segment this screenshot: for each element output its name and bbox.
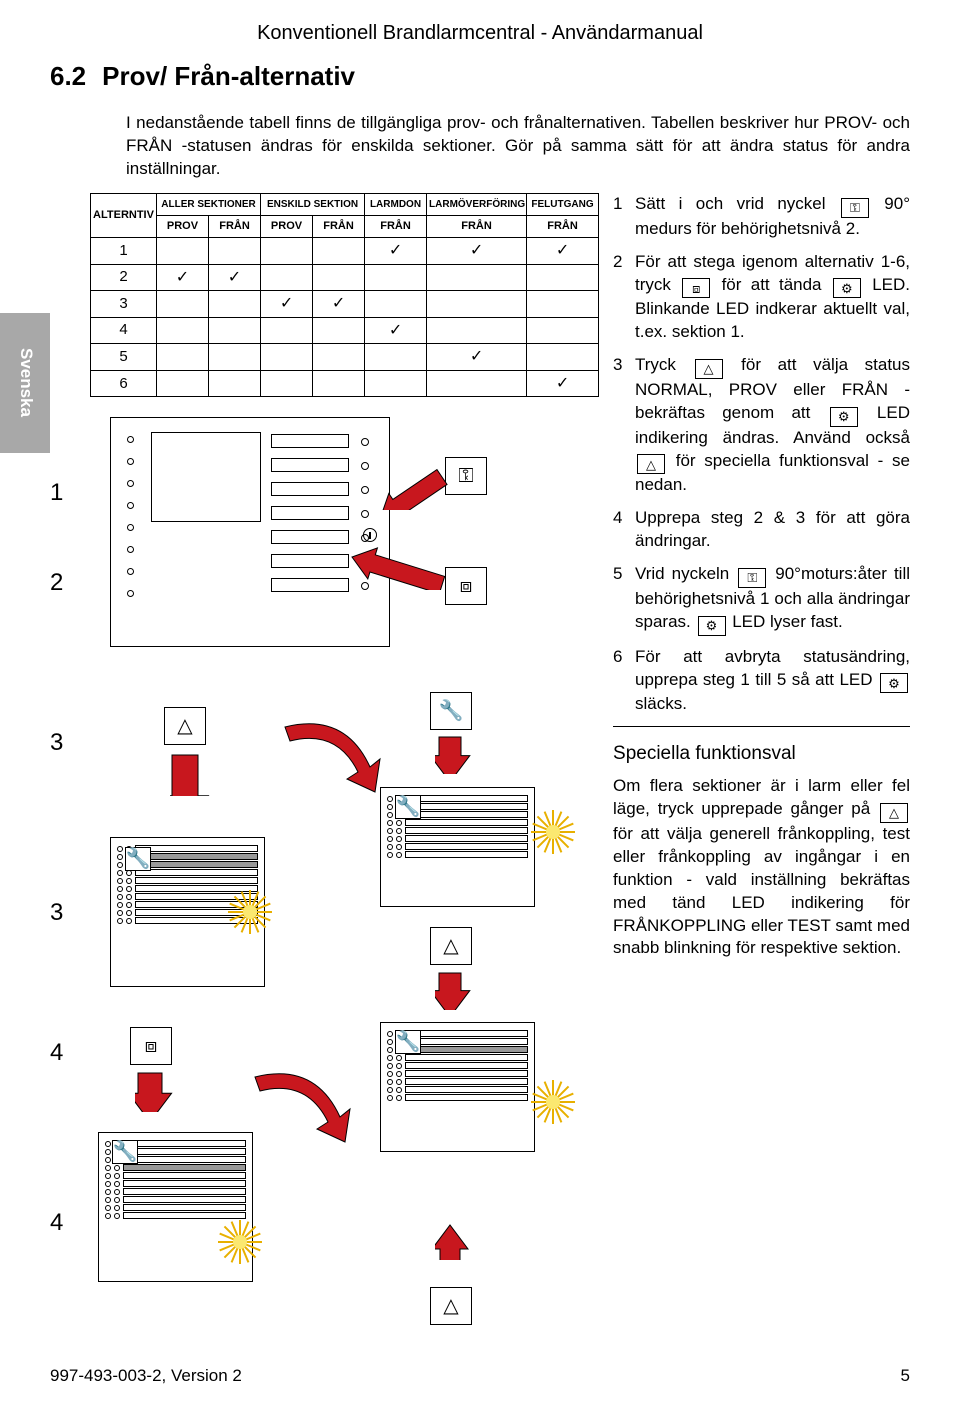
arrow-icon bbox=[435, 722, 510, 774]
step-1: 1Sätt i och vrid nyckel ⚿ 90° medurs för… bbox=[613, 193, 910, 241]
table-group-header: LARMDON bbox=[365, 193, 427, 215]
flash-icon bbox=[528, 807, 578, 857]
gear-icon: ⚙ bbox=[830, 407, 858, 427]
step-5: 5Vrid nyckeln ⚿ 90°moturs:åter till behö… bbox=[613, 563, 910, 636]
table-sub-header: FRÅN bbox=[527, 215, 599, 237]
diagram-step-label: 3 bbox=[50, 727, 63, 759]
arrow-icon bbox=[365, 462, 470, 510]
special-heading: Speciella funktionsval bbox=[613, 741, 910, 767]
arrow-icon bbox=[135, 1058, 214, 1112]
arrow-icon bbox=[435, 1210, 522, 1260]
key-icon: ⚿ bbox=[841, 198, 869, 218]
arrow-icon bbox=[435, 958, 509, 1010]
step-3: 3Tryck △ för att välja status NORMAL, PR… bbox=[613, 354, 910, 497]
section-heading: 6.2 Prov/ Från-alternativ bbox=[50, 59, 910, 94]
recycle-icon: △ bbox=[637, 454, 665, 474]
recycle-icon: △ bbox=[695, 359, 723, 379]
wrench-icon: 🔧 bbox=[112, 1140, 138, 1164]
recycle-icon: △ bbox=[430, 1287, 472, 1325]
recycle-icon: △ bbox=[880, 803, 908, 823]
panel bbox=[110, 417, 390, 647]
flash-icon bbox=[225, 887, 275, 937]
gear-icon: ⚙ bbox=[880, 673, 908, 693]
section-title: Prov/ Från-alternativ bbox=[102, 61, 355, 91]
arrow-icon bbox=[170, 740, 272, 796]
diagram-step-label: 4 bbox=[50, 1037, 63, 1069]
tree-icon: ⧈ bbox=[682, 278, 710, 298]
table-sub-header: FRÅN bbox=[365, 215, 427, 237]
footer-docid: 997-493-003-2, Version 2 bbox=[50, 1365, 242, 1388]
instruction-list: 1Sätt i och vrid nyckel ⚿ 90° medurs för… bbox=[613, 193, 910, 717]
diagram-step-label: 3 bbox=[50, 897, 63, 929]
table-sub-header: PROV bbox=[157, 215, 209, 237]
language-tab: Svenska bbox=[0, 313, 50, 453]
wrench-icon: 🔧 bbox=[395, 795, 421, 819]
divider bbox=[613, 726, 910, 727]
table-row: 1✓✓✓ bbox=[91, 237, 599, 264]
diagram-step-label: 4 bbox=[50, 1207, 63, 1239]
table-sub-header: PROV bbox=[261, 215, 313, 237]
table-sub-header: FRÅN bbox=[427, 215, 527, 237]
table-row: 4✓ bbox=[91, 317, 599, 344]
table-corner: ALTERNTIV bbox=[91, 193, 157, 237]
gear-icon: ⚙ bbox=[833, 278, 861, 298]
options-table: ALTERNTIVALLER SEKTIONERENSKILD SEKTIONL… bbox=[90, 193, 599, 398]
table-group-header: ALLER SEKTIONER bbox=[157, 193, 261, 215]
intro-paragraph: I nedanstående tabell finns de tillgängl… bbox=[126, 112, 910, 181]
step-4: 4Upprepa steg 2 & 3 för att göra ändring… bbox=[613, 507, 910, 553]
curved-arrow-icon bbox=[275, 717, 395, 807]
table-group-header: LARMÖVERFÖRING bbox=[427, 193, 527, 215]
curved-arrow-icon bbox=[245, 1067, 365, 1157]
table-row: 2✓✓ bbox=[91, 264, 599, 291]
table-sub-header: FRÅN bbox=[313, 215, 365, 237]
flash-icon bbox=[215, 1217, 265, 1267]
flash-icon bbox=[528, 1077, 578, 1127]
arrow-icon bbox=[337, 542, 461, 590]
table-row: 6✓ bbox=[91, 370, 599, 397]
wrench-icon: 🔧 bbox=[395, 1030, 421, 1054]
table-group-header: FELUTGANG bbox=[527, 193, 599, 215]
procedure-diagram: 123344⚿⧈△🔧🔧🔧△🔧△⧈🔧 bbox=[50, 417, 590, 1347]
wrench-icon: 🔧 bbox=[125, 847, 151, 871]
table-sub-header: FRÅN bbox=[209, 215, 261, 237]
gear-icon: ⚙ bbox=[698, 616, 726, 636]
table-row: 3✓✓ bbox=[91, 291, 599, 318]
step-2: 2För att stega igenom alternativ 1-6, tr… bbox=[613, 251, 910, 345]
special-body: Om flera sektioner är i larm eller fel l… bbox=[613, 775, 910, 960]
table-group-header: ENSKILD SEKTION bbox=[261, 193, 365, 215]
footer-pagenum: 5 bbox=[901, 1365, 910, 1388]
diagram-step-label: 2 bbox=[50, 567, 63, 599]
diagram-step-label: 1 bbox=[50, 477, 63, 509]
section-number: 6.2 bbox=[50, 61, 86, 91]
table-row: 5✓ bbox=[91, 344, 599, 371]
step-6: 6För att avbryta status­ändring, upprepa… bbox=[613, 646, 910, 717]
document-header: Konventionell Brandlarmcentral - Använda… bbox=[50, 20, 910, 47]
key-icon: ⚿ bbox=[738, 568, 766, 588]
